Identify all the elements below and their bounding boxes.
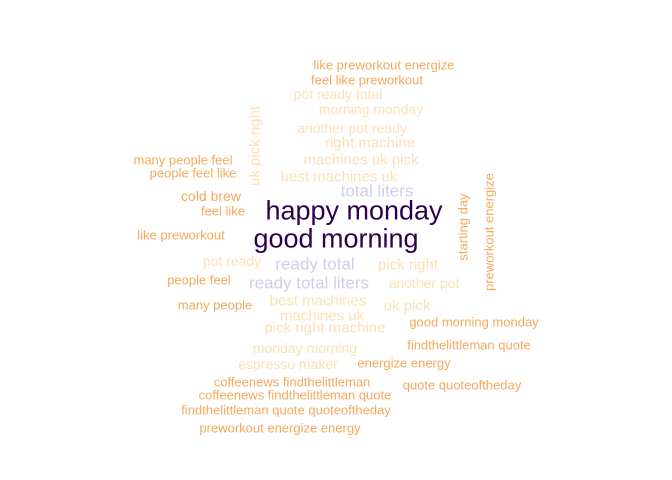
cloud-word: findthelittleman quote quoteoftheday <box>181 402 391 418</box>
cloud-word: people feel like <box>149 165 237 181</box>
cloud-word: pot ready total <box>293 86 383 102</box>
cloud-word: coffeenews findthelittleman quote <box>198 387 392 403</box>
cloud-word: like preworkout energize <box>313 57 455 73</box>
cloud-word: coffeenews findthelittleman <box>213 374 371 390</box>
cloud-word: people feel <box>167 272 231 288</box>
cloud-word: feel like <box>200 203 246 219</box>
cloud-word: pick right machine <box>264 319 386 337</box>
cloud-word: energize energy <box>357 355 451 371</box>
cloud-word: right machine <box>324 134 416 152</box>
cloud-word: good morning monday <box>409 314 539 330</box>
cloud-word: best machines uk <box>280 168 398 186</box>
cloud-word: like preworkout <box>137 227 225 243</box>
cloud-word: many people feel <box>133 152 233 168</box>
cloud-word: happy monday <box>265 195 443 226</box>
cloud-word: good morning <box>253 223 419 254</box>
cloud-word: feel like preworkout <box>311 72 423 88</box>
cloud-word: uk pick right <box>246 105 264 187</box>
cloud-word: starting day <box>455 193 471 261</box>
cloud-word: uk pick <box>383 297 431 315</box>
cloud-word: preworkout energize energy <box>199 420 361 436</box>
cloud-word: another pot ready <box>297 120 407 136</box>
cloud-word: machines uk pick <box>303 151 419 169</box>
cloud-word: ready total <box>275 254 355 274</box>
cloud-word: best machines <box>269 292 367 310</box>
cloud-word: preworkout energize <box>481 173 497 291</box>
cloud-word: monday morning <box>252 340 358 356</box>
cloud-word: another pot <box>388 275 460 291</box>
cloud-word: machines uk <box>279 307 365 325</box>
cloud-word: pick right <box>377 256 439 274</box>
cloud-word: findthelittleman quote <box>407 337 531 353</box>
cloud-word: total liters <box>340 181 414 201</box>
cloud-word: cold brew <box>181 188 241 204</box>
cloud-word: quote quoteoftheday <box>402 377 522 393</box>
cloud-word: many people <box>177 297 253 313</box>
cloud-word: pot ready <box>202 253 262 269</box>
cloud-word: espresso maker <box>238 356 338 372</box>
cloud-word: ready total liters <box>249 273 369 293</box>
cloud-word: morning monday <box>318 101 424 117</box>
